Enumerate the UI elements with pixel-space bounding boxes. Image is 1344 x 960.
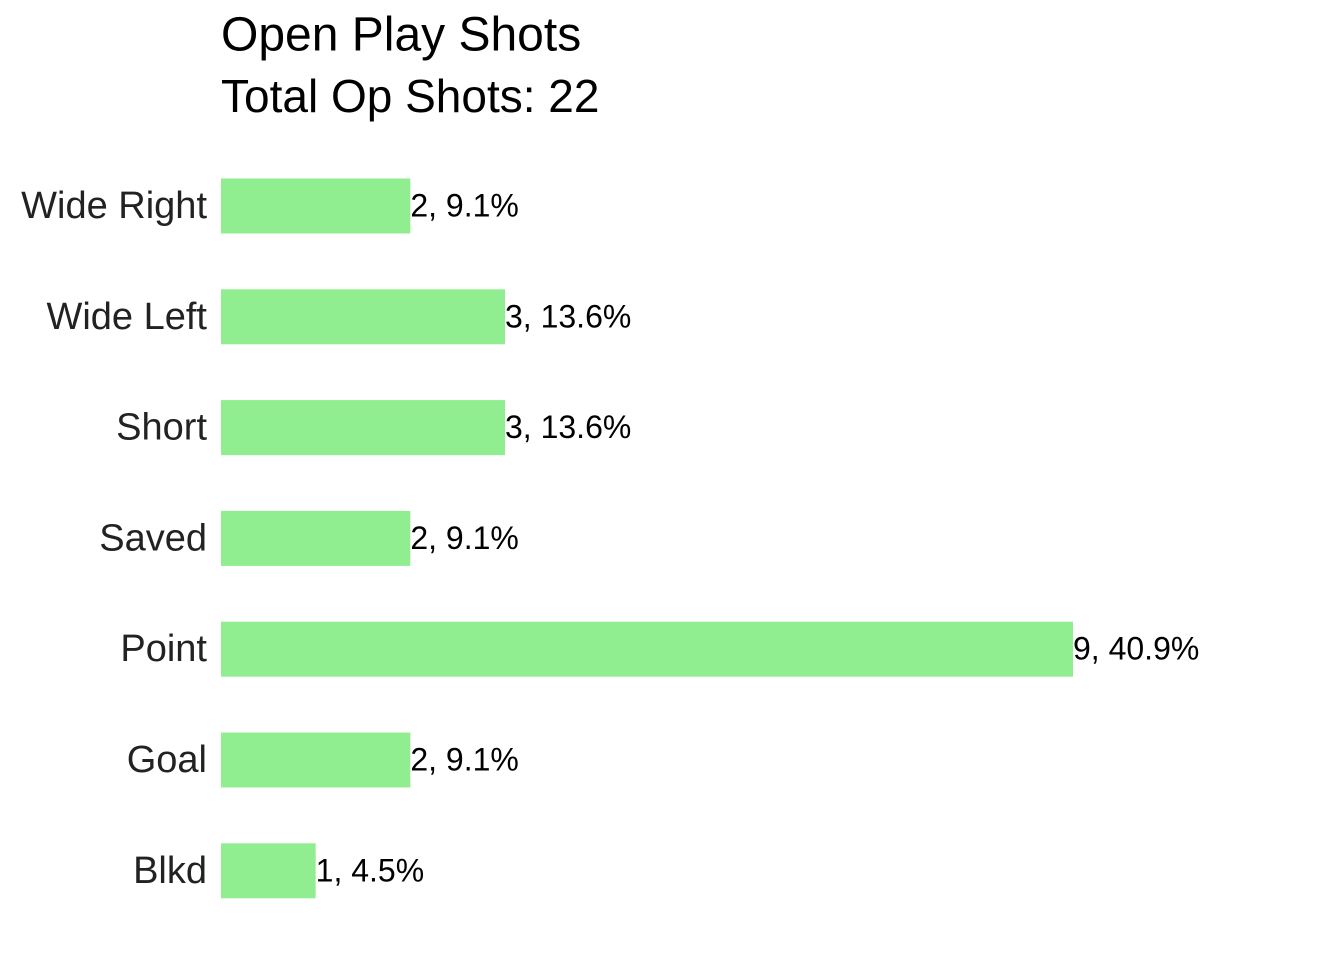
bar xyxy=(221,621,1073,677)
value-label: 2, 9.1% xyxy=(410,741,519,777)
y-tick-label: Blkd xyxy=(133,850,207,892)
chart-title: Open Play Shots xyxy=(221,9,581,62)
bar xyxy=(221,400,505,456)
value-label: 1, 4.5% xyxy=(316,852,425,888)
y-tick-label: Wide Right xyxy=(21,185,207,227)
bar xyxy=(221,732,411,788)
value-label: 9, 40.9% xyxy=(1073,631,1199,667)
value-label: 3, 13.6% xyxy=(505,409,631,445)
bar xyxy=(221,843,316,899)
y-tick-label: Saved xyxy=(99,517,207,559)
value-label: 3, 13.6% xyxy=(505,298,631,334)
y-tick-label: Short xyxy=(116,407,207,449)
y-tick-label: Goal xyxy=(127,739,207,781)
y-tick-label: Wide Left xyxy=(46,296,207,338)
value-label: 2, 9.1% xyxy=(410,520,519,556)
bar xyxy=(221,178,411,234)
bar xyxy=(221,289,505,345)
chart-subtitle: Total Op Shots: 22 xyxy=(221,70,599,122)
bar xyxy=(221,510,411,566)
value-label: 2, 9.1% xyxy=(410,187,519,223)
y-tick-label: Point xyxy=(120,628,207,670)
